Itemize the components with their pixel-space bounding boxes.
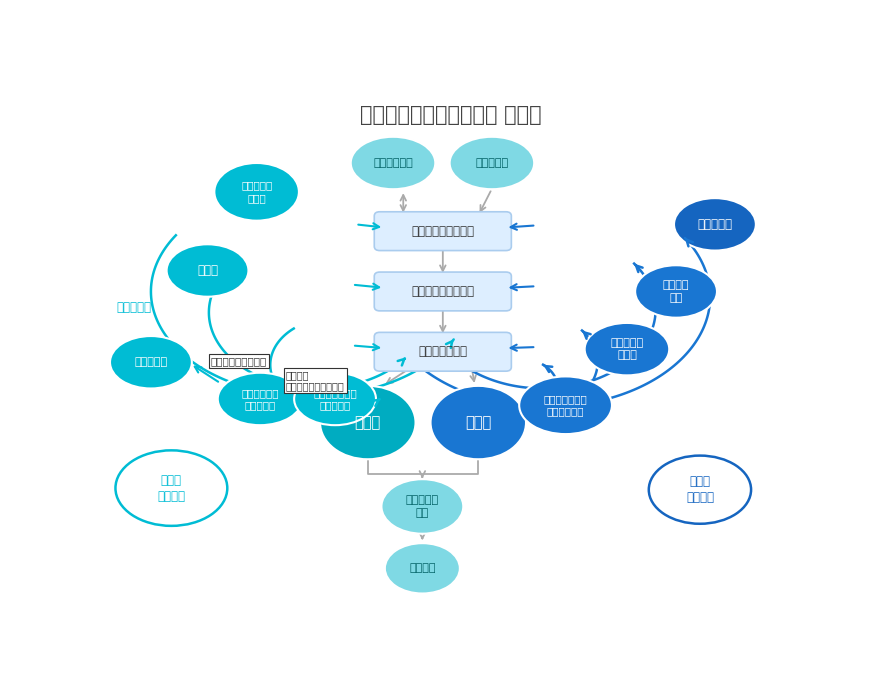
Ellipse shape xyxy=(217,373,303,425)
Text: 技術的
サイクル: 技術的 サイクル xyxy=(686,475,714,504)
Ellipse shape xyxy=(381,479,463,534)
Text: 利用者: 利用者 xyxy=(466,415,491,430)
Text: 自然の再生: 自然の再生 xyxy=(117,301,152,314)
Ellipse shape xyxy=(166,244,248,297)
Text: リサイクル: リサイクル xyxy=(698,218,732,231)
Text: サーキュラーエコノミー 概念図: サーキュラーエコノミー 概念図 xyxy=(360,106,542,125)
Text: 埋め立て: 埋め立て xyxy=(409,563,436,573)
Ellipse shape xyxy=(215,163,299,221)
Ellipse shape xyxy=(674,198,756,251)
Text: エネルギー
回収: エネルギー 回収 xyxy=(406,495,439,518)
Text: 嫌気性消化／
コンポスト: 嫌気性消化／ コンポスト xyxy=(241,387,279,410)
Ellipse shape xyxy=(635,265,717,317)
FancyBboxPatch shape xyxy=(374,332,511,371)
Text: サービス提供者: サービス提供者 xyxy=(418,345,467,358)
Circle shape xyxy=(320,386,415,459)
Text: メンテナンス／
修理／シェア: メンテナンス／ 修理／シェア xyxy=(544,394,588,417)
Circle shape xyxy=(430,386,526,459)
Ellipse shape xyxy=(584,323,670,375)
Text: 農業／漁業
／狩猟: 農業／漁業 ／狩猟 xyxy=(241,180,272,203)
Text: 消費者: 消費者 xyxy=(355,415,381,430)
Ellipse shape xyxy=(385,543,460,594)
Text: 再利用／
カスケードリサイクル: 再利用／ カスケードリサイクル xyxy=(286,370,345,392)
Text: 材料・部品メーカー: 材料・部品メーカー xyxy=(411,225,474,238)
Ellipse shape xyxy=(294,373,376,425)
Text: 再生可能資源: 再生可能資源 xyxy=(373,158,413,168)
Text: 再製造／
改修: 再製造／ 改修 xyxy=(663,281,689,302)
Text: 生物的
サイクル: 生物的 サイクル xyxy=(158,473,186,503)
Text: 加工・製品メーカー: 加工・製品メーカー xyxy=(411,285,474,298)
Text: 生物圏: 生物圏 xyxy=(197,264,218,277)
Ellipse shape xyxy=(110,336,192,388)
Text: バイオケミカル原料: バイオケミカル原料 xyxy=(211,355,268,366)
Ellipse shape xyxy=(519,377,612,434)
Ellipse shape xyxy=(450,137,534,189)
FancyBboxPatch shape xyxy=(374,212,511,251)
Ellipse shape xyxy=(351,137,436,189)
FancyBboxPatch shape xyxy=(374,272,511,311)
Text: 枯渇性資源: 枯渇性資源 xyxy=(475,158,509,168)
Text: バイオケミカル
原料の抽出: バイオケミカル 原料の抽出 xyxy=(313,387,357,410)
Text: リユース／
再配分: リユース／ 再配分 xyxy=(611,338,643,360)
Text: バイオガス: バイオガス xyxy=(135,358,167,367)
